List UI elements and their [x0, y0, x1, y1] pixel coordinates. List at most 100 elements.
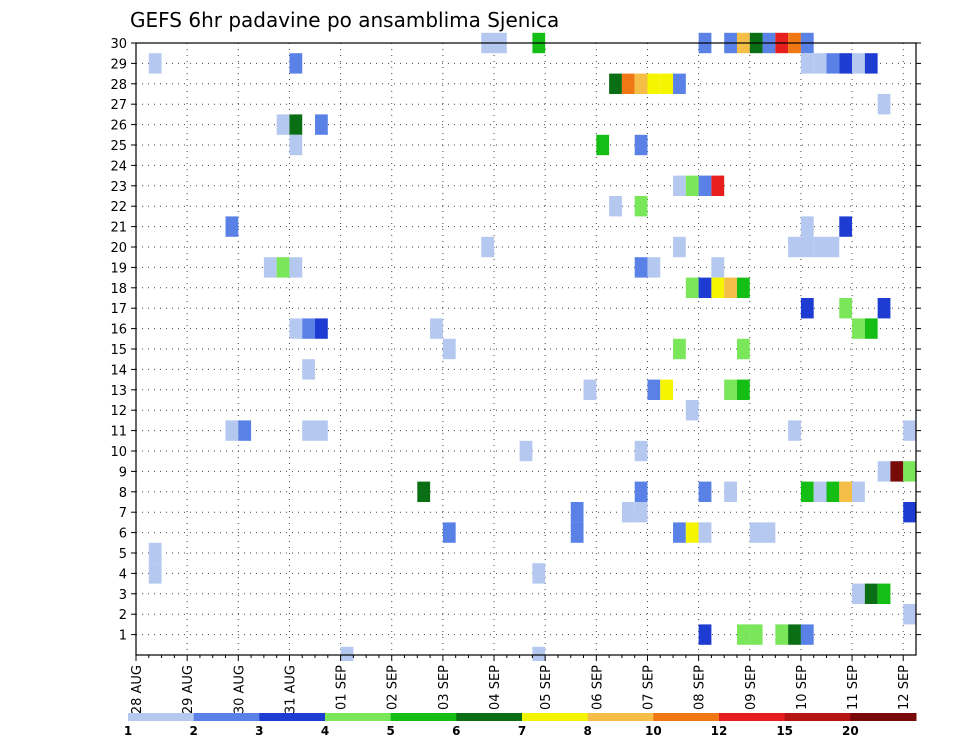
colorbar-swatch: [193, 713, 260, 721]
precip-cell: [302, 318, 316, 339]
colorbar-swatch: [784, 713, 851, 721]
precip-cell: [685, 175, 699, 196]
precip-cell: [647, 257, 661, 278]
y-tick-label: 19: [110, 261, 127, 276]
precip-cell: [724, 277, 737, 298]
colorbar-label: 2: [189, 724, 197, 738]
colorbar-swatch: [522, 713, 589, 721]
precip-cell: [289, 257, 303, 278]
precip-cell: [711, 175, 725, 196]
x-tick-label: 04 SEP: [488, 665, 503, 710]
precip-cell: [340, 646, 354, 661]
precip-cell: [148, 542, 162, 564]
precip-cell: [877, 298, 891, 319]
precip-cell: [609, 73, 622, 94]
y-tick-label: 13: [110, 384, 127, 399]
y-tick-label: 25: [110, 139, 127, 154]
x-tick-label: 02 SEP: [386, 665, 401, 710]
precip-cell: [826, 53, 840, 74]
precip-cell: [225, 216, 239, 237]
precip-cell: [800, 53, 814, 74]
precip-cell: [621, 73, 635, 94]
precip-cell: [903, 502, 916, 523]
precip-cell: [263, 257, 277, 278]
precip-cell: [698, 522, 712, 543]
colorbar-swatch: [653, 713, 720, 721]
precip-cell: [315, 114, 328, 135]
precip-cell: [788, 624, 801, 645]
precip-cell: [852, 53, 865, 74]
precip-cell: [788, 236, 801, 258]
precip-cell: [596, 134, 610, 156]
y-tick-label: 11: [110, 425, 127, 440]
colorbar-label: 7: [518, 724, 526, 738]
precip-cell: [826, 236, 840, 258]
precip-cell: [673, 73, 686, 94]
precip-cell: [877, 94, 891, 115]
precip-cell: [302, 359, 316, 380]
y-tick-label: 18: [110, 282, 127, 297]
y-tick-label: 7: [119, 506, 127, 521]
x-tick-label: 08 SEP: [693, 665, 708, 710]
precip-cell: [800, 216, 814, 237]
precip-cell: [634, 257, 648, 278]
precip-cell: [724, 379, 737, 400]
precip-cell: [749, 624, 763, 645]
precip-cell: [660, 73, 674, 94]
precip-cell: [673, 236, 686, 258]
precip-cell: [634, 481, 648, 502]
precip-cell: [698, 624, 712, 645]
precip-cell: [673, 175, 686, 196]
precip-cell: [315, 420, 328, 441]
precip-cell: [800, 481, 814, 502]
precip-cell: [852, 481, 865, 502]
y-tick-label: 30: [110, 37, 127, 52]
precip-cell: [903, 461, 916, 482]
y-tick-label: 22: [110, 200, 127, 215]
x-tick-label: 12 SEP: [897, 665, 912, 710]
colorbar-swatch: [587, 713, 654, 721]
precip-cell: [570, 502, 584, 523]
y-tick-label: 15: [110, 343, 127, 358]
colorbar-swatch: [719, 713, 786, 721]
precip-cell: [647, 379, 661, 400]
precip-cell: [736, 277, 750, 298]
y-tick-label: 1: [119, 629, 127, 644]
precip-cell: [634, 134, 648, 156]
precip-cell: [852, 318, 865, 339]
precip-cell: [225, 420, 239, 441]
precip-cell: [685, 400, 699, 421]
precip-cell: [442, 338, 456, 360]
colorbar-label: 8: [583, 724, 591, 738]
y-tick-label: 17: [110, 302, 127, 317]
y-tick-label: 21: [110, 221, 127, 236]
precip-cell: [839, 481, 853, 502]
precip-cell: [775, 624, 789, 645]
chart-title: GEFS 6hr padavine po ansamblima Sjenica: [130, 8, 559, 32]
precip-cell: [890, 461, 904, 482]
precip-cell: [519, 440, 533, 462]
colorbar-label: 12: [711, 724, 728, 738]
precip-cell: [852, 583, 865, 604]
precip-cell: [289, 134, 303, 156]
precip-cell: [800, 624, 814, 645]
precip-cell: [289, 53, 303, 74]
y-tick-label: 29: [110, 57, 127, 72]
y-axis: 1234567891011121314151617181920212223242…: [110, 37, 921, 644]
precip-cell: [634, 440, 648, 462]
precip-cell: [749, 522, 763, 543]
precip-cell: [736, 624, 750, 645]
precip-cell: [826, 481, 840, 502]
y-tick-label: 16: [110, 323, 127, 338]
y-tick-label: 28: [110, 78, 127, 93]
colorbar-swatch: [456, 713, 523, 721]
precip-cell: [481, 236, 495, 258]
y-tick-label: 20: [110, 241, 127, 256]
precip-cell: [736, 379, 750, 400]
precip-cell: [736, 338, 750, 360]
precip-cell: [289, 318, 303, 339]
precip-cell: [660, 379, 674, 400]
colorbar-label: 20: [842, 724, 859, 738]
grid-lines: [136, 42, 916, 655]
precip-cell: [800, 298, 814, 319]
